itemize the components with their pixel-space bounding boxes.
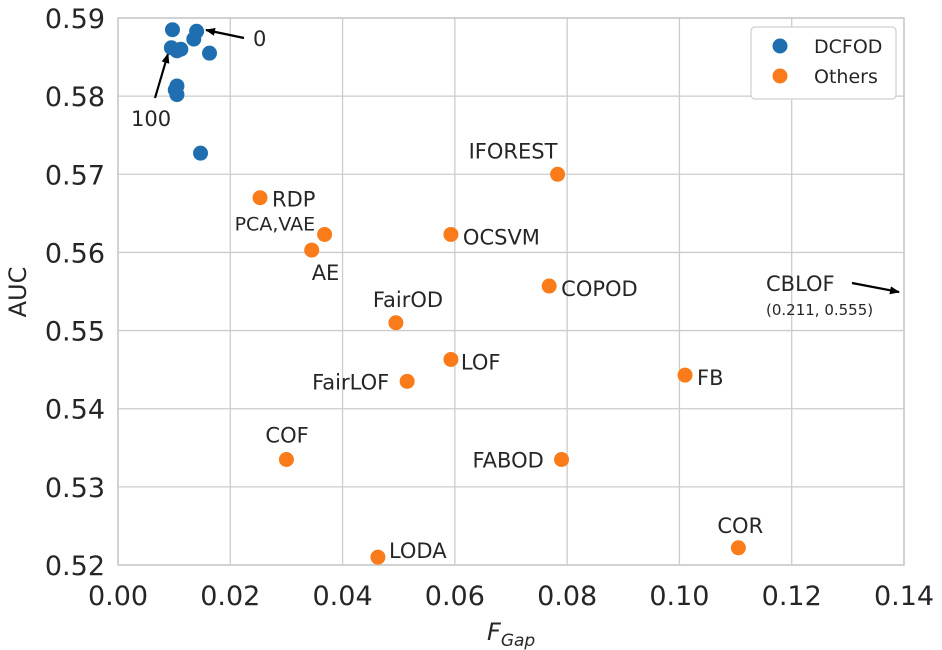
x-axis-ticks: 0.00 0.02 0.04 0.06 0.08 0.10 0.12 0.14: [88, 581, 934, 612]
arrow-dcfod-start: [205, 27, 245, 40]
y-tick-label: 0.58: [45, 82, 105, 113]
label-pca-vae: PCA,VAE: [235, 213, 316, 235]
point-loda: [370, 549, 386, 565]
x-tick-label: 0.14: [874, 581, 934, 612]
x-tick-label: 0.06: [425, 581, 485, 612]
annotation-cblof-value: (0.211, 0.555): [766, 301, 873, 319]
point-lof: [443, 351, 459, 367]
grid-lines: [117, 17, 905, 566]
y-tick-label: 0.55: [45, 317, 105, 348]
y-tick-label: 0.53: [45, 473, 105, 504]
plot-frame: [117, 17, 905, 566]
label-cof: COF: [265, 424, 308, 448]
legend-marker-dcfod: [772, 38, 788, 54]
arrow-dcfod-end: [153, 53, 170, 99]
label-lof: LOF: [461, 350, 501, 374]
label-fb: FB: [697, 366, 724, 390]
point-fabod: [554, 452, 570, 468]
label-copod: COPOD: [561, 277, 638, 301]
arrow-cblof-offscreen: [851, 281, 900, 295]
label-ae: AE: [312, 261, 340, 285]
x-axis-label-main: F: [487, 618, 502, 646]
label-fairlof: FairLOF: [312, 370, 389, 394]
point-dcfod-5: [169, 43, 185, 59]
label-ocsvm: OCSVM: [463, 225, 540, 249]
point-rdp: [252, 190, 268, 206]
point-copod: [541, 278, 557, 294]
point-pca-vae: [317, 226, 333, 242]
x-axis-label: FGap: [487, 618, 535, 650]
point-dcfod-2: [186, 31, 202, 47]
x-tick-label: 0.02: [200, 581, 260, 612]
x-axis-label-sub: Gap: [501, 631, 536, 650]
x-tick-label: 0.08: [537, 581, 597, 612]
point-dcfod-9: [169, 87, 185, 103]
x-tick-label: 0.04: [313, 581, 373, 612]
point-fairod: [388, 315, 404, 331]
point-dcfod-6: [202, 45, 218, 61]
y-tick-label: 0.57: [45, 160, 105, 191]
y-axis-label: AUC: [4, 267, 32, 318]
label-loda: LODA: [389, 539, 447, 563]
point-dcfod-10: [193, 145, 209, 161]
point-dcfod-0: [164, 22, 180, 38]
label-fairod: FairOD: [373, 288, 443, 312]
x-tick-label: 0.12: [762, 581, 822, 612]
label-rdp: RDP: [272, 188, 315, 212]
label-iforest: IFOREST: [469, 139, 558, 163]
point-iforest: [550, 166, 566, 182]
annotation-start-label: 0: [253, 27, 266, 51]
annotation-end-label: 100: [131, 107, 171, 131]
y-tick-label: 0.54: [45, 395, 105, 426]
label-fabod: FABOD: [473, 449, 544, 473]
legend-label-others: Others: [814, 66, 878, 88]
legend: DCFOD Others: [750, 26, 897, 100]
x-tick-label: 0.00: [88, 581, 148, 612]
point-ae: [304, 242, 320, 258]
point-cof: [278, 452, 294, 468]
y-axis-ticks: 0.52 0.53 0.54 0.55 0.56 0.57 0.58 0.59: [45, 4, 105, 582]
point-cor: [730, 540, 746, 556]
point-fb: [677, 367, 693, 383]
annotation-cblof-label: CBLOF: [766, 272, 835, 296]
point-ocsvm: [443, 226, 459, 242]
y-tick-label: 0.52: [45, 551, 105, 582]
legend-marker-others: [772, 68, 788, 84]
x-tick-label: 0.10: [649, 581, 709, 612]
y-tick-label: 0.56: [45, 238, 105, 269]
y-tick-label: 0.59: [45, 4, 105, 35]
point-fairlof: [399, 373, 415, 389]
label-cor: COR: [717, 514, 763, 538]
annotation-arrows: [153, 27, 900, 295]
legend-label-dcfod: DCFOD: [814, 36, 882, 58]
data-points: [163, 22, 746, 565]
